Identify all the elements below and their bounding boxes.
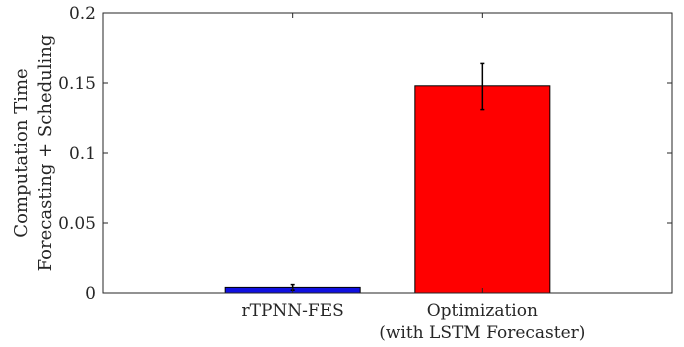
x-tick-label: rTPNN-FES <box>242 301 344 321</box>
y-tick-label: 0 <box>85 284 96 304</box>
y-tick-label: 0.1 <box>69 144 96 164</box>
y-tick-label: 0.05 <box>58 214 96 234</box>
y-axis-label-line2: Forecasting + Scheduling <box>35 35 56 272</box>
bar-2 <box>414 85 551 294</box>
y-axis-label-line1: Computation Time <box>11 68 32 237</box>
y-tick-label: 0.2 <box>69 4 96 24</box>
y-tick-label: 0.15 <box>58 74 96 94</box>
error-bar-2 <box>480 62 485 111</box>
plot-area-frame <box>102 12 673 294</box>
x-tick-label: Optimization (with LSTM Forecaster) <box>379 301 585 343</box>
y-ticks-group: 0 0.05 0.1 0.15 0.2 <box>58 4 672 304</box>
x-ticks-group: rTPNN-FES Optimization (with LSTM Forecast… <box>242 13 585 343</box>
bars-group <box>224 85 551 294</box>
